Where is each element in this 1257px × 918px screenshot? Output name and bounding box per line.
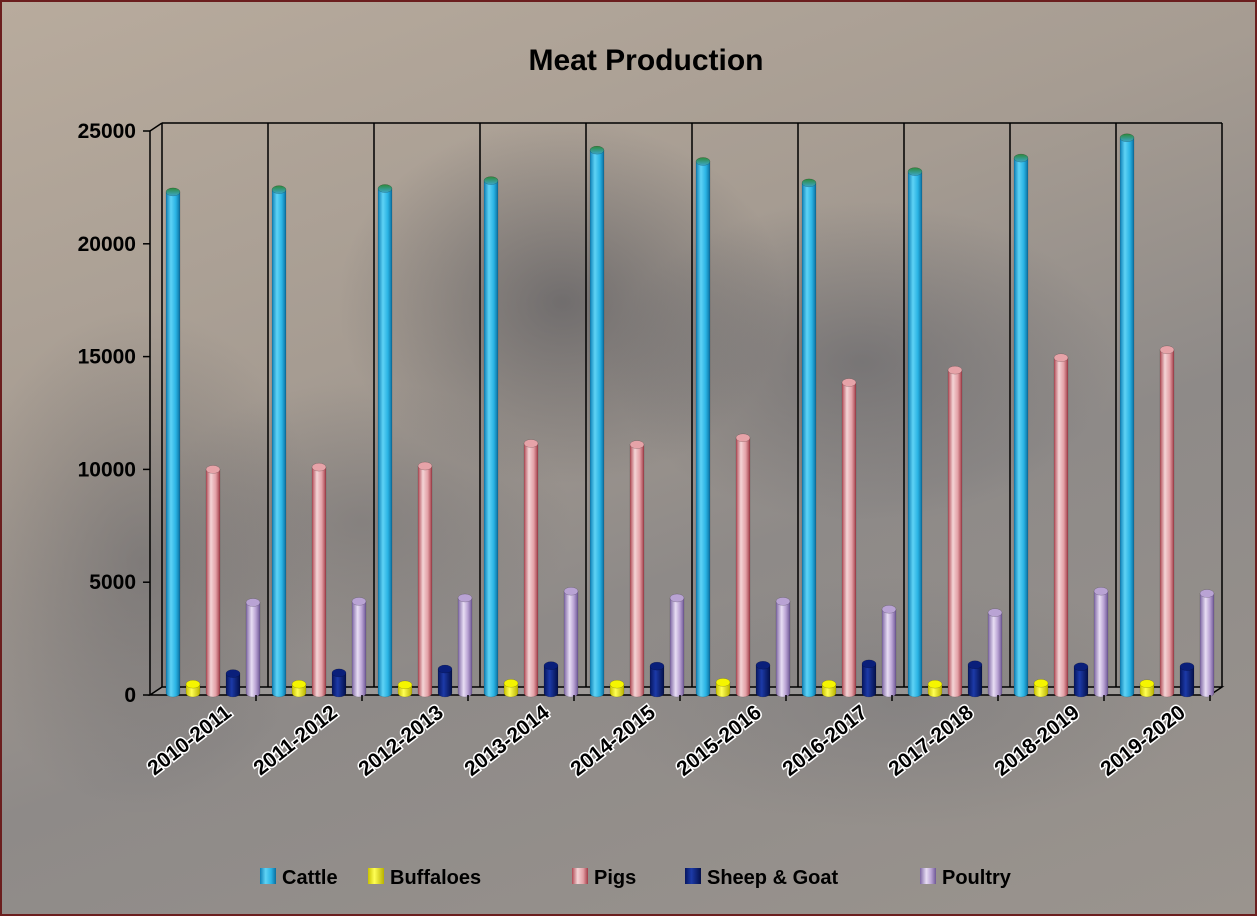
- legend-item-sheep-and-goat: Sheep & Goat: [685, 867, 838, 889]
- bar-pigs: [1159, 345, 1175, 698]
- legend-item-poultry: Poultry: [920, 867, 1012, 889]
- legend-swatch: [685, 868, 701, 884]
- y-axis: 0 5000 10000 15000 20000 25000: [78, 120, 150, 707]
- x-tick-label: 2010-2011: [143, 701, 236, 780]
- legend-label: Buffaloes: [390, 867, 481, 889]
- chart-title: Meat Production: [528, 44, 763, 77]
- legend-label: Cattle: [282, 867, 338, 889]
- bar-sheep-and-goat: [1179, 662, 1195, 698]
- bar-cattle: [271, 185, 287, 698]
- x-tick-label: 2011-2012: [249, 701, 341, 780]
- bar-pigs: [523, 439, 539, 698]
- bar-poultry: [245, 598, 261, 698]
- legend-swatch: [368, 868, 384, 884]
- bar-pigs: [735, 433, 751, 698]
- bar-sheep-and-goat: [1073, 662, 1089, 698]
- legend-label: Pigs: [594, 867, 636, 889]
- bar-sheep-and-goat: [331, 668, 347, 698]
- bar-buffaloes: [821, 679, 837, 698]
- bar-cattle: [695, 157, 711, 698]
- legend-item-cattle: Cattle: [260, 867, 338, 889]
- legend-label: Sheep & Goat: [707, 867, 838, 889]
- bar-poultry: [1093, 586, 1109, 698]
- legend-item-pigs: Pigs: [572, 867, 636, 889]
- bar-cattle: [483, 176, 499, 698]
- bar-pigs: [841, 378, 857, 698]
- bar-series: [165, 133, 1215, 698]
- bar-pigs: [205, 465, 221, 698]
- bar-sheep-and-goat: [755, 660, 771, 698]
- bar-buffaloes: [185, 679, 201, 698]
- bar-cattle: [1119, 133, 1135, 698]
- bar-sheep-and-goat: [437, 664, 453, 698]
- legend-swatch: [920, 868, 936, 884]
- bar-sheep-and-goat: [967, 660, 983, 698]
- bar-buffaloes: [397, 680, 413, 698]
- bar-poultry: [563, 586, 579, 698]
- legend: Cattle Buffaloes Pigs Sheep & Goat Poultry: [260, 867, 1012, 889]
- x-tick-label: 2012-2013: [354, 701, 447, 781]
- x-tick-label: 2014-2015: [566, 701, 660, 781]
- bar-cattle: [165, 187, 181, 698]
- bar-buffaloes: [291, 679, 307, 698]
- y-tick-label: 10000: [78, 458, 136, 481]
- bar-poultry: [457, 593, 473, 698]
- bar-pigs: [1053, 353, 1069, 698]
- y-tick-label: 20000: [78, 233, 136, 256]
- bar-buffaloes: [1139, 679, 1155, 698]
- bar-poultry: [987, 608, 1003, 698]
- bar-buffaloes: [1033, 679, 1049, 698]
- bar-sheep-and-goat: [543, 661, 559, 698]
- bar-pigs: [417, 461, 433, 698]
- x-tick-label: 2013-2014: [460, 701, 554, 781]
- bar-buffaloes: [503, 679, 519, 698]
- bar-buffaloes: [609, 679, 625, 698]
- bar-poultry: [351, 597, 367, 698]
- bar-cattle: [377, 184, 393, 698]
- bar-pigs: [947, 365, 963, 698]
- bar-cattle: [801, 178, 817, 698]
- y-tick-label: 15000: [78, 346, 136, 369]
- x-tick-label: 2019-2020: [1096, 701, 1189, 781]
- bar-poultry: [1199, 589, 1215, 698]
- bar-sheep-and-goat: [225, 669, 241, 698]
- legend-label: Poultry: [942, 867, 1012, 889]
- legend-item-buffaloes: Buffaloes: [368, 867, 481, 889]
- x-tick-label: 2018-2019: [990, 701, 1083, 781]
- legend-swatch: [572, 868, 588, 884]
- bar-buffaloes: [715, 678, 731, 698]
- y-tick-label: 5000: [89, 571, 136, 594]
- x-axis: 2010-2011 2011-2012 2012-2013 2013-2014 2014…: [142, 695, 1211, 782]
- x-tick-label: 2016-2017: [778, 701, 871, 781]
- bar-poultry: [881, 605, 897, 698]
- bar-sheep-and-goat: [861, 659, 877, 698]
- legend-swatch: [260, 868, 276, 884]
- bar-sheep-and-goat: [649, 661, 665, 698]
- bar-pigs: [629, 440, 645, 698]
- bar-cattle: [589, 145, 605, 698]
- bar-cattle: [907, 167, 923, 698]
- y-tick-label: 0: [124, 684, 136, 707]
- bar-poultry: [669, 593, 685, 698]
- x-tick-label: 2017-2018: [884, 701, 978, 781]
- bar-cattle: [1013, 153, 1029, 698]
- y-tick-label: 25000: [78, 120, 136, 143]
- bar-buffaloes: [927, 679, 943, 698]
- bar-pigs: [311, 462, 327, 698]
- bar-poultry: [775, 597, 791, 698]
- x-tick-label: 2015-2016: [672, 701, 765, 781]
- plot-top-corner: [149, 122, 163, 132]
